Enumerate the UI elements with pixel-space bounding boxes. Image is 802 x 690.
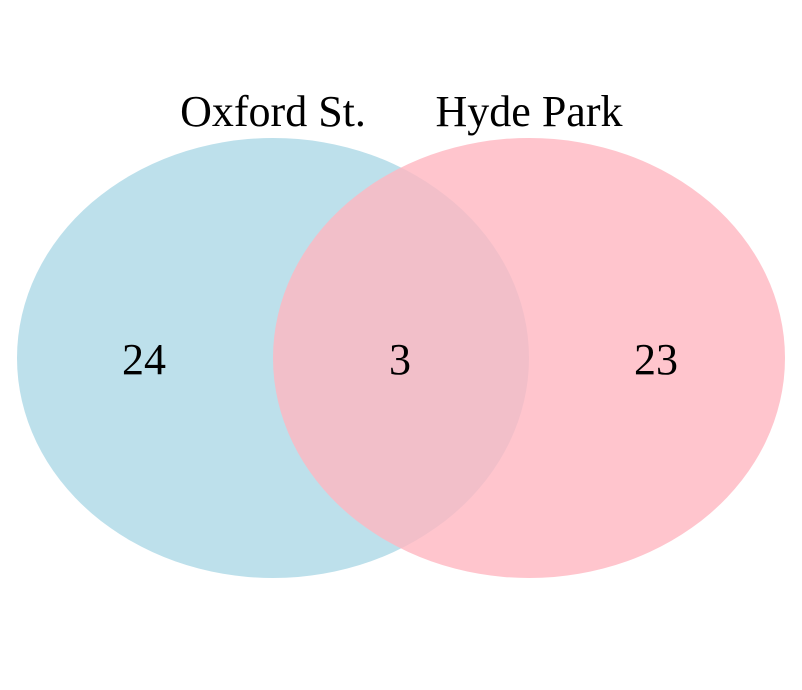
hyde-park-label: Hyde Park xyxy=(436,87,623,136)
oxford-st-only-count: 24 xyxy=(122,335,166,384)
hyde-park-circle xyxy=(273,138,785,578)
hyde-park-only-count: 23 xyxy=(634,335,678,384)
intersection-count: 3 xyxy=(389,335,411,384)
oxford-st-label: Oxford St. xyxy=(180,87,366,136)
